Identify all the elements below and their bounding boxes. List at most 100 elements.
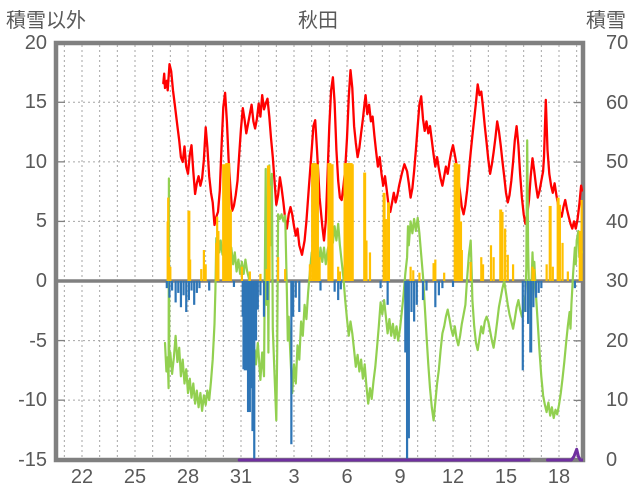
right-axis-label: 70 xyxy=(606,32,629,54)
right-axis-label: 10 xyxy=(606,389,629,412)
orange-bars xyxy=(453,163,458,281)
orange-bars xyxy=(169,266,172,281)
orange-bars xyxy=(412,270,415,281)
orange-bars xyxy=(265,269,268,281)
orange-bars xyxy=(556,197,560,281)
x-axis-label: 25 xyxy=(123,466,147,488)
x-axis-label: 28 xyxy=(176,466,200,488)
blue-bars xyxy=(179,281,183,308)
orange-bars xyxy=(222,164,229,281)
orange-bars xyxy=(384,219,387,281)
orange-bars xyxy=(489,245,493,281)
blue-bars xyxy=(540,281,543,289)
right-axis-label: 30 xyxy=(606,270,629,293)
orange-bars xyxy=(202,250,206,281)
blue-bars xyxy=(292,281,295,317)
orange-bars xyxy=(492,257,495,281)
orange-bars xyxy=(314,164,319,281)
orange-bars xyxy=(363,172,367,281)
left-axis-label: 10 xyxy=(24,150,47,173)
blue-bars xyxy=(532,281,535,308)
x-axis-label: 31 xyxy=(229,466,253,488)
blue-bars xyxy=(537,281,540,293)
left-axis-label: 15 xyxy=(24,91,47,114)
purple-line xyxy=(546,447,583,462)
orange-bars xyxy=(225,163,231,281)
orange-bars xyxy=(558,204,561,281)
orange-bars xyxy=(167,197,170,281)
blue-bars xyxy=(254,281,258,341)
left-axis-label: -10 xyxy=(18,389,47,412)
orange-bars xyxy=(499,209,503,281)
blue-bars xyxy=(441,281,444,289)
left-axis-label: -5 xyxy=(29,329,47,352)
orange-bars xyxy=(460,250,463,281)
orange-bars xyxy=(409,266,412,281)
blue-bars xyxy=(339,281,342,290)
x-axis-label: 18 xyxy=(547,466,571,488)
blue-bars xyxy=(534,281,538,298)
blue-bars xyxy=(333,281,336,292)
x-axis-label: 22 xyxy=(70,466,94,488)
blue-bars xyxy=(434,281,437,308)
blue-bars xyxy=(524,281,527,312)
orange-bars xyxy=(456,164,461,281)
x-axis-label: 12 xyxy=(441,466,465,488)
orange-bars xyxy=(511,264,515,281)
blue-bars xyxy=(251,281,254,432)
blue-bars xyxy=(182,281,185,296)
orange-bars xyxy=(368,252,372,281)
blue-bars xyxy=(437,281,440,296)
chart-title: 秋田 xyxy=(298,10,338,32)
blue-bars xyxy=(168,281,171,298)
x-axis-label: 6 xyxy=(341,466,353,488)
blue-bars xyxy=(259,281,262,296)
blue-bars xyxy=(185,281,188,312)
blue-bars xyxy=(232,281,236,287)
blue-bars xyxy=(407,281,410,439)
orange-bars xyxy=(533,269,536,281)
blue-bars xyxy=(171,281,174,291)
blue-bars xyxy=(290,281,293,445)
orange-bars xyxy=(284,269,287,281)
blue-bars xyxy=(451,281,455,287)
orange-bars xyxy=(167,257,171,281)
orange-bars xyxy=(432,263,435,281)
right-axis-label: 50 xyxy=(606,151,629,174)
right-axis-label: 0 xyxy=(606,449,618,471)
orange-bars xyxy=(504,228,507,281)
blue-bars xyxy=(248,281,253,389)
blue-bars xyxy=(193,281,196,305)
orange-bars xyxy=(545,264,548,281)
orange-bars xyxy=(548,205,552,281)
orange-bars xyxy=(387,202,391,281)
orange-bars xyxy=(266,165,270,281)
blue-bars xyxy=(425,281,428,291)
blue-bars xyxy=(521,281,524,371)
orange-bars xyxy=(217,230,220,281)
blue-bars xyxy=(177,281,180,293)
blue-bars xyxy=(529,281,533,353)
orange-bars xyxy=(578,230,582,281)
left-axis-title: 積雪以外 xyxy=(6,10,86,32)
orange-bars xyxy=(248,271,251,281)
orange-bars xyxy=(228,209,232,281)
orange-bars xyxy=(506,254,509,281)
orange-bars xyxy=(382,192,386,281)
orange-bars xyxy=(308,264,312,281)
orange-bars xyxy=(566,271,569,281)
blue-bars xyxy=(262,281,266,317)
orange-bars-group xyxy=(166,163,583,281)
orange-bars xyxy=(350,164,354,281)
blue-bars xyxy=(253,281,256,460)
blue-bars xyxy=(405,281,409,460)
orange-bars xyxy=(480,257,483,281)
orange-bars xyxy=(240,266,243,281)
orange-bars xyxy=(187,210,191,281)
blue-bars xyxy=(256,281,259,310)
blue-bars xyxy=(174,281,177,303)
red-line xyxy=(162,63,583,256)
blue-bars xyxy=(298,281,301,312)
left-axis-label: 20 xyxy=(24,31,47,54)
